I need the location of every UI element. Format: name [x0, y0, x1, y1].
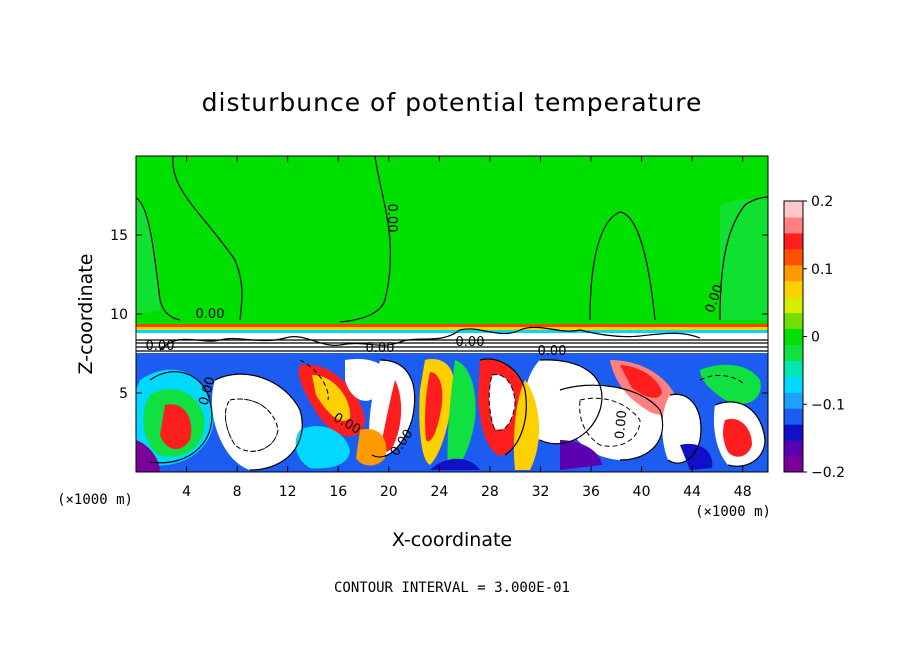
x-tick-label: 20 — [380, 484, 398, 500]
x-tick-label: 48 — [734, 484, 752, 500]
eddies — [136, 359, 765, 472]
colorbar-tick-label: −0.1 — [811, 397, 845, 413]
contour-label: 0.00 — [538, 344, 567, 359]
colorbar-swatch — [784, 408, 803, 425]
contour-label: 0.00 — [197, 375, 219, 407]
colorbar-swatch — [784, 296, 803, 314]
x-tick-label: 8 — [233, 484, 242, 500]
upper-field — [136, 156, 768, 326]
x-axis-label: X-coordinate — [392, 529, 512, 551]
colorbar-swatch — [784, 424, 803, 441]
colorbar-swatch — [784, 456, 803, 473]
contour-label: 0.00 — [146, 339, 175, 354]
y-tick-label: 10 — [110, 307, 128, 323]
colorbar-swatch — [784, 264, 803, 282]
colorbar-swatch — [784, 360, 803, 377]
colorbar-swatch — [784, 312, 803, 330]
stable-band-red — [136, 324, 768, 327]
colorbar-swatch — [784, 216, 803, 234]
x-unit-left: (×1000 m) — [57, 492, 133, 508]
x-tick-label: 44 — [683, 484, 701, 500]
y-axis: 5 10 15 — [110, 228, 768, 402]
colorbar-tick-label: 0.2 — [811, 194, 833, 210]
x-tick-label: 28 — [481, 484, 499, 500]
contour-label: 0.00 — [456, 335, 485, 350]
upper-field-region — [136, 200, 160, 315]
y-axis-label: Z-coordinate — [75, 254, 97, 375]
colorbar-swatch — [784, 248, 803, 266]
x-tick-label: 32 — [532, 484, 550, 500]
colorbar-swatch — [784, 344, 803, 361]
colorbar — [784, 201, 803, 473]
colorbar-tick-label: 0 — [811, 330, 820, 346]
x-tick-label: 4 — [182, 484, 191, 500]
contour-label: 0.00 — [384, 204, 399, 233]
contour-label: 0.00 — [196, 307, 225, 322]
colorbar-swatch — [784, 328, 803, 345]
x-tick-label: 36 — [582, 484, 600, 500]
contour-lines-negative — [224, 359, 746, 452]
contour-interval: CONTOUR INTERVAL = 3.000E-01 — [334, 580, 570, 596]
y-tick-label: 5 — [119, 386, 128, 402]
colorbar-swatch — [784, 280, 803, 298]
colorbar-tick-label: −0.2 — [811, 465, 845, 481]
contour-lines — [136, 156, 768, 471]
chart-title: disturbunce of potential temperature — [202, 88, 703, 117]
colorbar-tick-label: 0.1 — [811, 262, 833, 278]
y-tick-label: 15 — [110, 228, 128, 244]
x-unit-right: (×1000 m) — [695, 504, 771, 520]
x-tick-label: 12 — [279, 484, 297, 500]
plot-area — [136, 156, 768, 472]
colorbar-swatch — [784, 232, 803, 250]
x-tick-label: 40 — [633, 484, 651, 500]
x-tick-label: 16 — [329, 484, 347, 500]
colorbar-swatch — [784, 392, 803, 409]
upper-field-region — [720, 198, 768, 320]
colorbar-swatch — [784, 376, 803, 393]
colorbar-swatch — [784, 201, 803, 218]
contour-label: 0.00 — [366, 341, 395, 356]
stable-band-yellow — [136, 327, 768, 330]
colorbar-ticks: 0.2 0.1 0 −0.1 −0.2 — [803, 194, 845, 481]
colorbar-swatch — [784, 440, 803, 457]
x-tick-label: 24 — [430, 484, 448, 500]
x-axis: 4 8 12 16 20 24 28 32 36 40 44 48 — [182, 156, 752, 500]
contour-label: 0.00 — [613, 410, 630, 440]
stable-band-cyan — [136, 330, 768, 333]
